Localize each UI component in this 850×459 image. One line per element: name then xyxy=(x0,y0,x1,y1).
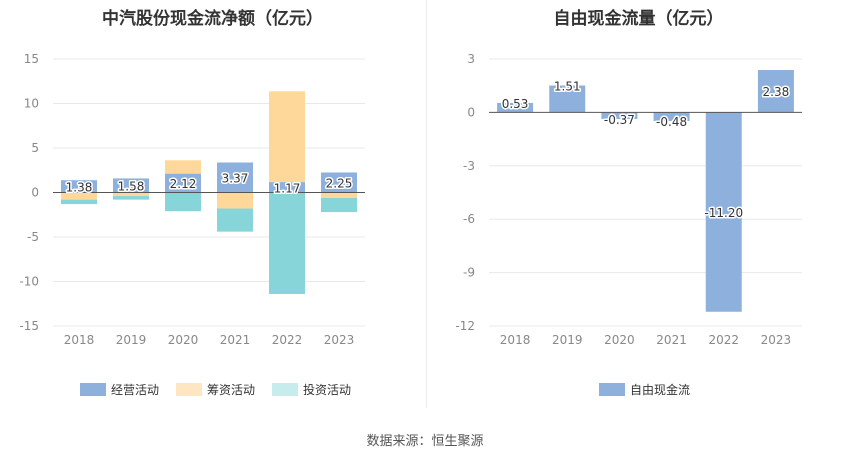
legend-label: 自由现金流 xyxy=(630,382,690,397)
y-tick-label: -6 xyxy=(463,212,475,226)
cashflow-net-chart: 中汽股份现金流净额（亿元） 15 10 5 0 -5 -10 -15 2018 2019 2020… xyxy=(0,0,425,420)
y-tick-label: -10 xyxy=(19,275,39,289)
x-tick-label: 2019 xyxy=(116,333,147,347)
x-tick-label: 2021 xyxy=(220,333,251,347)
bar xyxy=(217,192,253,209)
bar xyxy=(61,199,97,205)
bar xyxy=(653,112,690,121)
y-tick-label: 0 xyxy=(467,105,475,119)
bar xyxy=(601,112,638,119)
bar xyxy=(705,112,742,312)
bar xyxy=(497,102,534,113)
bar xyxy=(217,208,253,232)
chart-title: 中汽股份现金流净额（亿元） xyxy=(102,9,323,29)
bar xyxy=(269,182,305,193)
bar xyxy=(269,91,305,183)
bar xyxy=(217,162,253,193)
y-tick-label: 5 xyxy=(31,141,39,155)
data-label: 1.51 xyxy=(554,80,581,94)
y-tick-label: 10 xyxy=(24,97,39,111)
y-tick-label: 0 xyxy=(31,186,39,200)
y-tick-label: -3 xyxy=(463,159,475,173)
data-label: 3.37 xyxy=(222,172,249,186)
bar xyxy=(321,172,357,193)
bar xyxy=(549,85,586,113)
panel-divider xyxy=(426,0,427,408)
chart-title: 自由现金流量（亿元） xyxy=(553,9,724,29)
data-label: -11.20 xyxy=(704,206,743,220)
data-label: 1.38 xyxy=(66,180,93,194)
x-tick-label: 2022 xyxy=(708,333,739,347)
legend-label: 投资活动 xyxy=(303,382,351,397)
bar xyxy=(61,180,97,193)
y-tick-label: -12 xyxy=(455,319,475,333)
bar xyxy=(165,160,201,174)
bar xyxy=(165,173,201,193)
y-tick-label: 15 xyxy=(24,52,39,66)
y-tick-label: -9 xyxy=(463,266,475,280)
x-tick-label: 2022 xyxy=(272,333,303,347)
free-cashflow-chart: 自由现金流量（亿元） 3 0 -3 -6 -9 -12 2018 2019 2020 2021 20… xyxy=(427,0,850,420)
data-label: 2.25 xyxy=(326,176,353,190)
y-tick-label: -15 xyxy=(19,319,39,333)
x-tick-label: 2023 xyxy=(324,333,355,347)
legend-label: 筹资活动 xyxy=(207,383,255,397)
x-tick-label: 2020 xyxy=(168,333,199,347)
bar xyxy=(321,192,357,198)
bar xyxy=(757,70,794,113)
bar xyxy=(113,192,149,197)
data-label: -0.37 xyxy=(604,113,635,127)
bar xyxy=(113,178,149,193)
x-tick-label: 2023 xyxy=(761,333,792,347)
bar xyxy=(269,192,305,294)
x-tick-label: 2021 xyxy=(656,333,687,347)
bar xyxy=(113,196,149,200)
x-tick-label: 2020 xyxy=(604,333,635,347)
legend-swatch xyxy=(176,383,202,396)
x-tick-label: 2018 xyxy=(64,333,95,347)
data-label: 1.17 xyxy=(274,181,301,195)
data-label: 2.38 xyxy=(763,85,790,99)
x-tick-label: 2018 xyxy=(500,333,531,347)
bar xyxy=(61,192,97,200)
cashflow-net-plot: 15 10 5 0 -5 -10 -15 2018 2019 2020 2021 2022 2023 1.… xyxy=(19,52,365,397)
legend-swatch xyxy=(599,383,625,396)
data-label: 0.53 xyxy=(502,97,529,111)
y-tick-label: -5 xyxy=(27,230,39,244)
legend-swatch xyxy=(80,383,106,396)
legend-swatch xyxy=(272,383,298,396)
free-cashflow-plot: 3 0 -3 -6 -9 -12 2018 2019 2020 2021 2022 2023 0.53 1… xyxy=(455,52,802,397)
data-label: 1.58 xyxy=(118,179,145,193)
data-source: 数据来源：恒生聚源 xyxy=(366,434,484,449)
bar xyxy=(165,192,201,212)
data-label: -0.48 xyxy=(656,115,687,129)
legend-label: 经营活动 xyxy=(111,383,159,397)
x-tick-label: 2019 xyxy=(552,333,583,347)
y-tick-label: 3 xyxy=(467,52,475,66)
data-label: 2.12 xyxy=(170,177,197,191)
bar xyxy=(321,197,357,213)
